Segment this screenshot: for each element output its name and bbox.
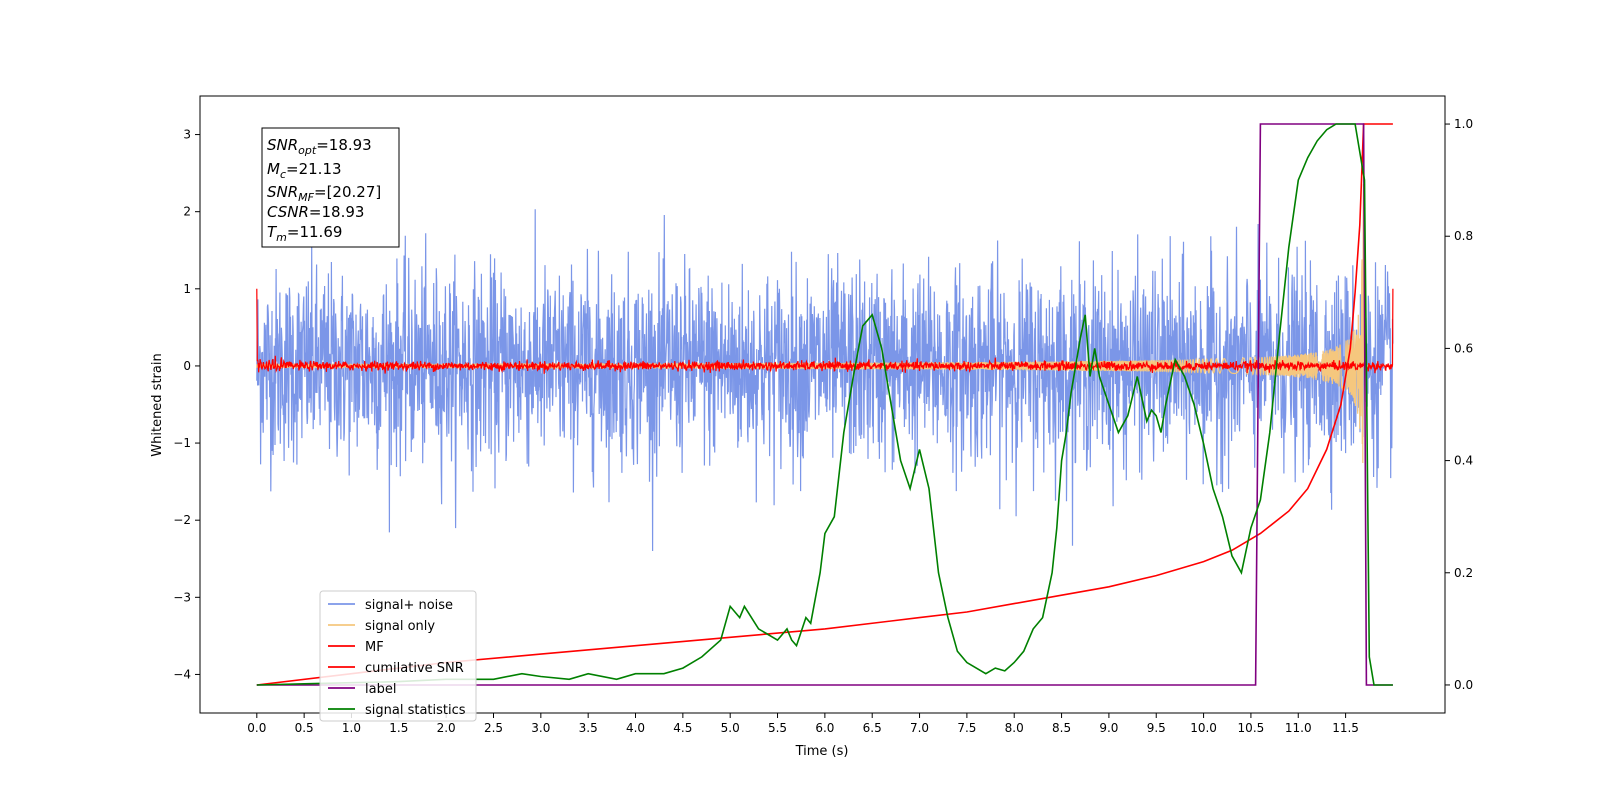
y-right-tick-label: 0.2 <box>1454 566 1473 580</box>
x-tick-label: 3.0 <box>531 721 550 735</box>
legend-label: cumilative SNR <box>365 661 464 676</box>
x-tick-label: 7.5 <box>957 721 976 735</box>
annotation-symbol: CSNR <box>267 203 309 221</box>
x-tick-label: 7.0 <box>910 721 929 735</box>
x-tick-label: 5.0 <box>721 721 740 735</box>
annotation-snr-mf: SNRMF=[20.27] <box>267 183 381 204</box>
x-tick-label: 11.5 <box>1332 721 1359 735</box>
annotation-mc: Mc=21.13 <box>267 160 342 181</box>
series-mf <box>256 288 1394 374</box>
y-right-tick-label: 0.0 <box>1454 678 1473 692</box>
annotation-subscript: m <box>276 231 287 244</box>
plot-area <box>256 123 1394 686</box>
annotation-frame <box>261 127 400 248</box>
x-tick-label: 0.0 <box>247 721 266 735</box>
axes-frame <box>199 95 1446 714</box>
x-axis-label: Time (s) <box>795 744 849 759</box>
annotation-value: =21.13 <box>286 160 342 178</box>
x-tick-label: 3.5 <box>579 721 598 735</box>
annotation-subscript: c <box>280 168 286 181</box>
y-left-tick-label: −1 <box>173 436 191 450</box>
y-left-tick-label: −4 <box>173 667 191 681</box>
y-right-tick-label: 0.8 <box>1454 229 1473 243</box>
x-axis-ticks: 0.0 0.5 1.0 1.5 2.0 2.5 3.0 3.5 4.0 4.5 5.0 5.5 6.0 6… <box>247 713 1359 735</box>
annotation-value: =18.93 <box>309 203 365 221</box>
annotation-symbol: SNR <box>267 183 298 201</box>
x-tick-label: 9.5 <box>1147 721 1166 735</box>
annotation-symbol: T <box>267 223 278 241</box>
x-tick-label: 9.0 <box>1099 721 1118 735</box>
y-axis-right-ticks: 0.0 0.2 0.4 0.6 0.8 1.0 <box>1445 117 1473 692</box>
legend-label: signal only <box>365 619 435 634</box>
legend-label: label <box>365 682 396 697</box>
y-axis-label: Whitened strain <box>150 353 165 456</box>
x-tick-label: 6.5 <box>863 721 882 735</box>
legend-label: MF <box>365 640 384 655</box>
y-right-tick-label: 1.0 <box>1454 117 1473 131</box>
x-tick-label: 10.5 <box>1238 721 1265 735</box>
x-tick-label: 6.0 <box>815 721 834 735</box>
annotation-symbol: M <box>267 160 280 178</box>
y-left-tick-label: 1 <box>183 282 191 296</box>
annotation-tm: Tm=11.69 <box>267 223 342 244</box>
series-signal-statistics <box>256 123 1393 686</box>
series-label <box>256 123 1393 686</box>
x-tick-label: 5.5 <box>768 721 787 735</box>
series-cumilative-snr <box>256 123 1393 686</box>
annotation-symbol: SNR <box>267 136 298 154</box>
y-right-tick-label: 0.4 <box>1454 454 1473 468</box>
annotation-subscript: MF <box>298 191 314 204</box>
y-left-tick-label: −2 <box>173 513 191 527</box>
x-tick-label: 8.0 <box>1005 721 1024 735</box>
x-tick-label: 1.0 <box>342 721 361 735</box>
legend-label: signal statistics <box>365 703 466 718</box>
series-signal-noise <box>256 209 1394 552</box>
y-left-tick-label: 2 <box>183 205 191 219</box>
y-right-tick-label: 0.6 <box>1454 341 1473 355</box>
legend-frame <box>319 590 477 722</box>
x-tick-label: 1.5 <box>389 721 408 735</box>
y-left-tick-label: −3 <box>173 590 191 604</box>
x-tick-label: 2.5 <box>484 721 503 735</box>
annotation-value: =[20.27] <box>314 183 381 201</box>
x-tick-label: 10.0 <box>1190 721 1217 735</box>
annotation-snr-opt: SNRopt=18.93 <box>267 136 372 157</box>
annotation-subscript: opt <box>298 144 317 157</box>
annotation-box: SNRopt=18.93 Mc=21.13 SNRMF=[20.27] CSNR… <box>261 127 400 248</box>
legend-label: signal+ noise <box>365 598 453 613</box>
x-tick-label: 8.5 <box>1052 721 1071 735</box>
annotation-value: =11.69 <box>287 223 343 241</box>
y-left-tick-label: 0 <box>183 359 191 373</box>
x-tick-label: 11.0 <box>1285 721 1312 735</box>
x-tick-label: 0.5 <box>295 721 314 735</box>
y-left-tick-label: 3 <box>183 128 191 142</box>
x-tick-label: 2.0 <box>437 721 456 735</box>
y-axis-left-ticks: 3 2 1 0 −1 −2 −3 −4 <box>173 128 200 681</box>
x-tick-label: 4.0 <box>626 721 645 735</box>
annotation-value: =18.93 <box>316 136 372 154</box>
x-tick-label: 4.5 <box>673 721 692 735</box>
legend: signal+ noise signal only MF cumilative SNR… <box>319 590 477 722</box>
annotation-csnr: CSNR=18.93 <box>267 203 364 221</box>
